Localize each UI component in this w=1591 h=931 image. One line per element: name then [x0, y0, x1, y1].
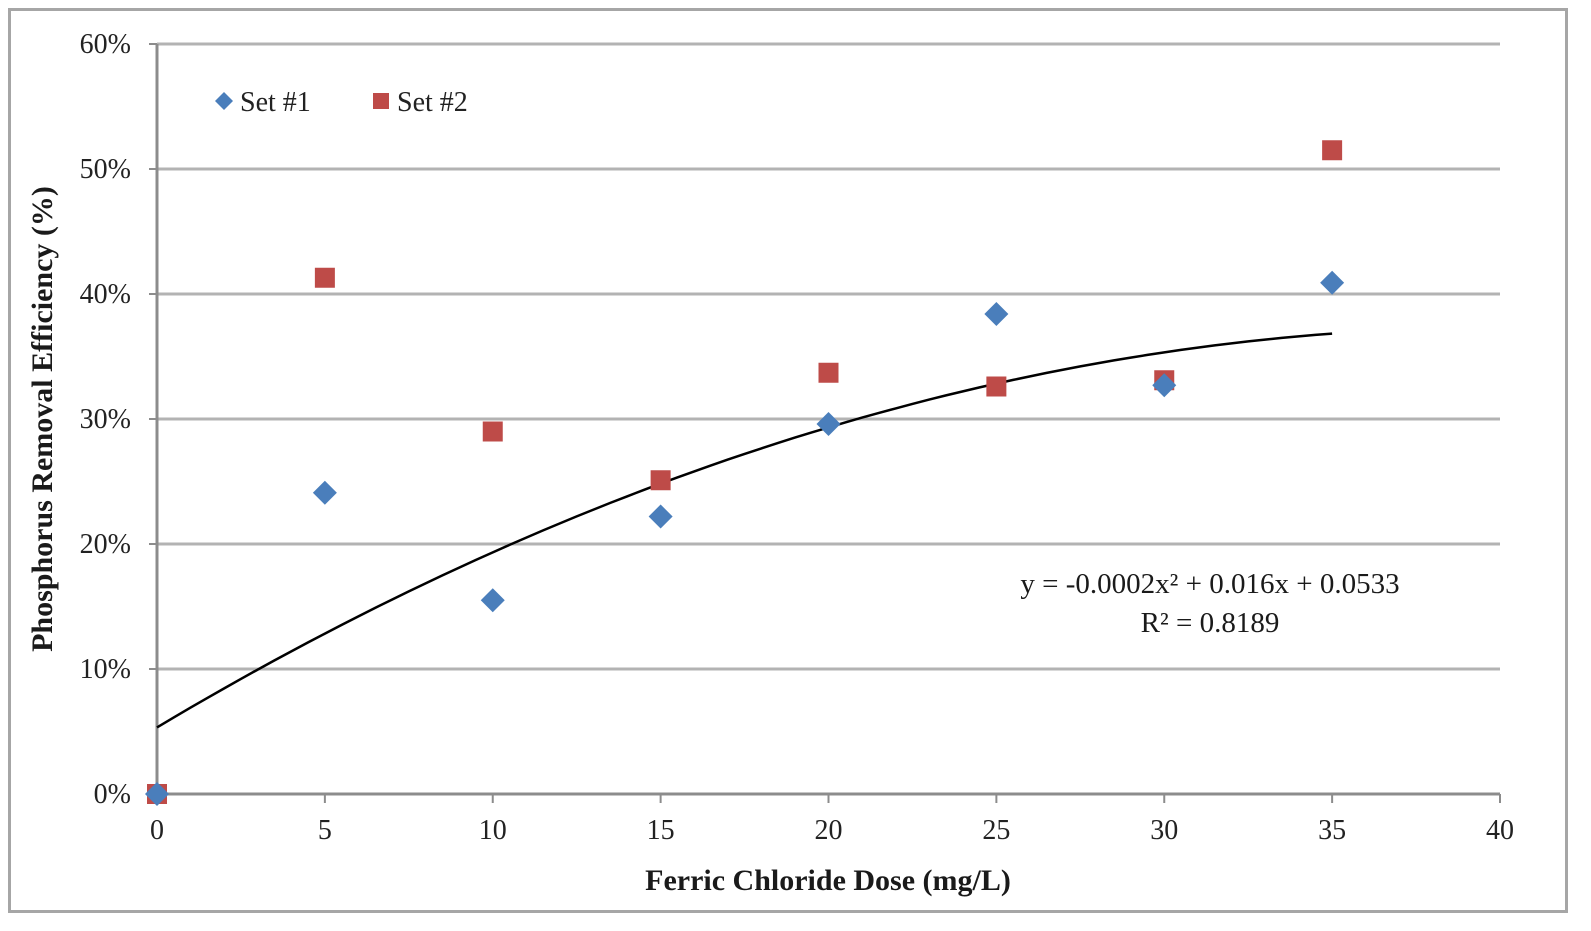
x-tick-label: 35 [1318, 815, 1346, 846]
legend-diamond-marker [215, 92, 233, 110]
set1-point [1152, 373, 1177, 398]
set1-point [480, 588, 505, 613]
legend-square-marker [373, 93, 389, 109]
x-tick-label: 15 [647, 815, 675, 846]
set1-point [145, 782, 169, 806]
x-tick-label: 5 [318, 815, 332, 846]
chart-frame [8, 8, 1568, 913]
y-tick-label: 0% [94, 779, 131, 810]
set2-point [650, 470, 671, 491]
trendline-r-squared: R² = 0.8189 [1141, 607, 1280, 639]
legend: Set #1 Set #2 [215, 87, 468, 118]
set1-point [312, 480, 337, 505]
set1-point [816, 412, 841, 436]
x-axis-title: Ferric Chloride Dose (mg/L) [645, 864, 1011, 897]
set2-point [314, 267, 335, 288]
set2-point [986, 376, 1007, 397]
y-tick-label: 60% [80, 29, 131, 60]
legend-item-set2: Set #2 [373, 87, 468, 118]
x-tick-labels: 0 5 10 15 20 25 30 35 40 [150, 815, 1514, 846]
set1-point [648, 504, 673, 529]
set2-point [818, 362, 839, 383]
y-tick-label: 10% [80, 654, 131, 685]
gridlines [157, 42, 1500, 671]
trendline-equation: y = -0.0002x² + 0.016x + 0.0533 [1020, 568, 1399, 600]
data-points [145, 140, 1345, 806]
x-tick-label: 30 [1150, 815, 1178, 846]
x-tick-label: 40 [1486, 815, 1514, 846]
set1-point [984, 302, 1009, 326]
y-tick-label: 30% [80, 404, 131, 435]
y-tick-label: 50% [80, 154, 131, 185]
y-tick-label: 40% [80, 279, 131, 310]
x-tick-label: 20 [815, 815, 843, 846]
trendline-layer [156, 332, 1333, 729]
x-tick-label: 0 [150, 815, 164, 846]
trendline [156, 332, 1333, 729]
set2-point [1322, 140, 1343, 161]
x-tick-label: 10 [479, 815, 507, 846]
y-tick-labels: 0% 10% 20% 30% 40% 50% 60% [80, 29, 131, 810]
legend-label-set1: Set #1 [240, 87, 311, 118]
set2-point [482, 421, 503, 442]
x-tick-label: 25 [982, 815, 1010, 846]
legend-item-set1: Set #1 [215, 87, 311, 118]
set1-point [1320, 270, 1345, 295]
y-axis-title: Phosphorus Removal Efficiency (%) [26, 186, 59, 652]
y-tick-label: 20% [80, 529, 131, 560]
legend-label-set2: Set #2 [397, 87, 468, 118]
